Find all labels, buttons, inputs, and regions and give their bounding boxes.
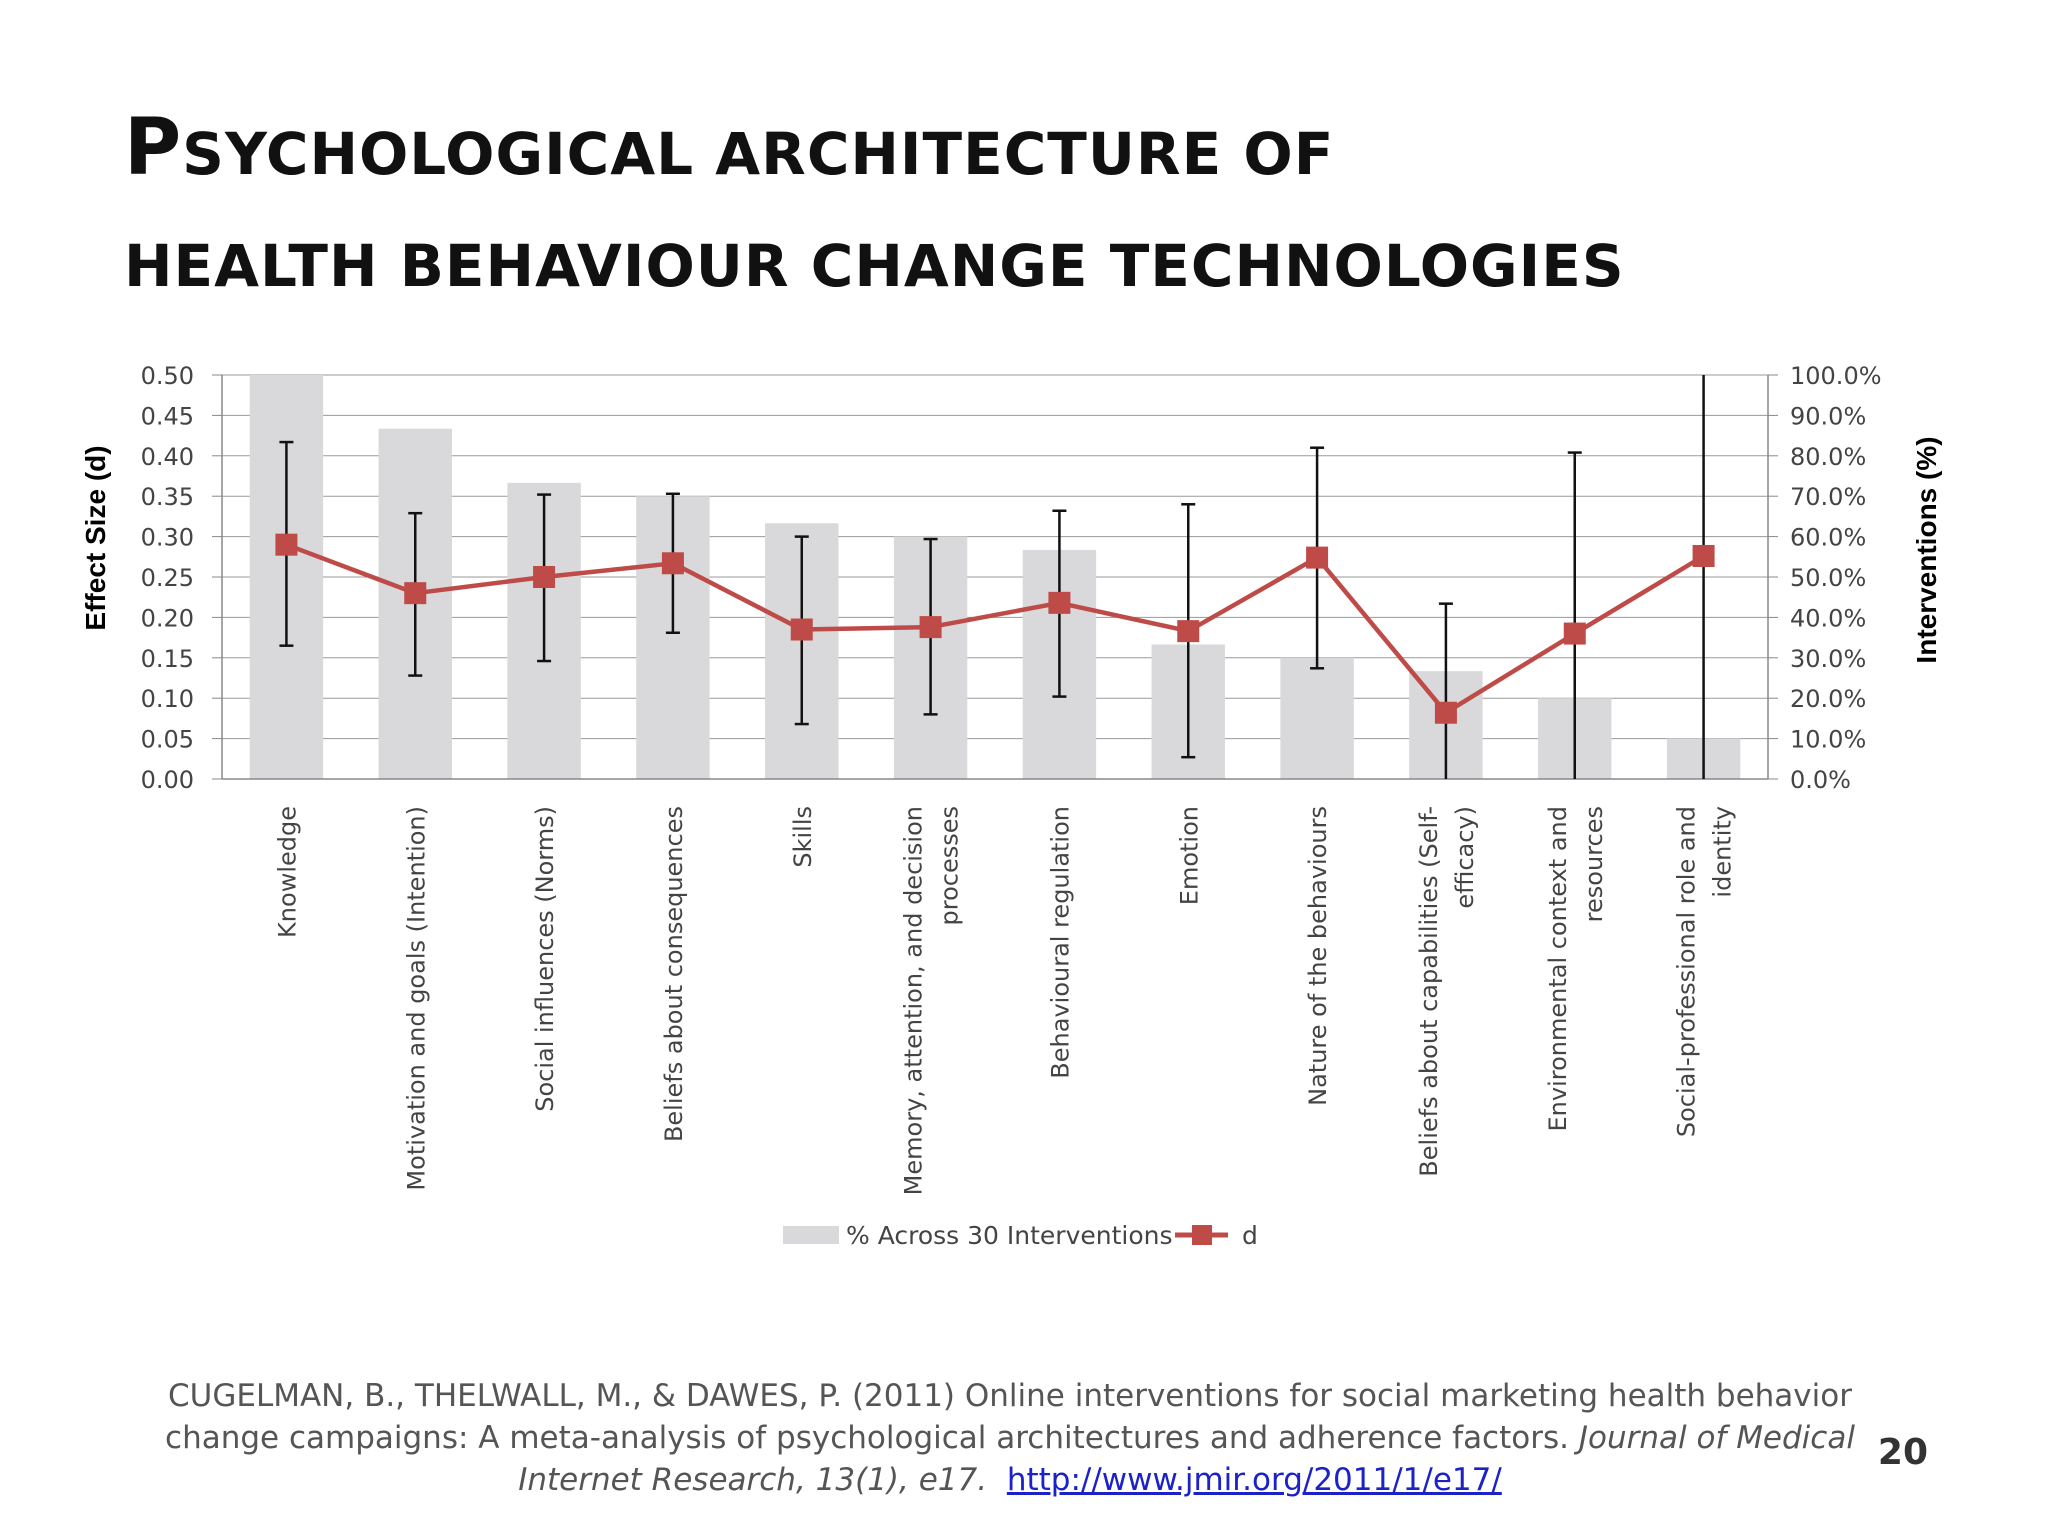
line-point xyxy=(404,582,427,605)
line-point xyxy=(661,552,684,575)
y-tick-label: 0.40 xyxy=(141,443,194,471)
line-d xyxy=(285,542,1705,715)
y2-tick-label: 50.0% xyxy=(1790,564,1866,592)
citation: CUGELMAN, B., THELWALL, M., & DAWES, P. … xyxy=(150,1375,1870,1501)
y-tick-label: 0.35 xyxy=(141,483,194,511)
bar xyxy=(1280,657,1354,779)
y2-tick-label: 30.0% xyxy=(1790,645,1866,673)
y-tick-label: 0.05 xyxy=(141,726,194,754)
chart-tick-labels: 0.00 0.05 0.10 0.15 0.20 0.25 0.30 0.35 0.40 0.45… xyxy=(141,362,1882,794)
y2-tick-label: 60.0% xyxy=(1790,524,1866,552)
y2-tick-label: 20.0% xyxy=(1790,685,1866,713)
y-tick-label: 0.00 xyxy=(141,766,194,794)
y-tick-label: 0.15 xyxy=(141,645,194,673)
chart-legend: % Across 30 Interventions d xyxy=(783,1221,1258,1250)
line-point xyxy=(1434,701,1457,724)
citation-journal: Journal of Medical Internet Research, 13… xyxy=(518,1420,1855,1498)
line-point xyxy=(1177,620,1200,643)
legend-line-marker xyxy=(1192,1225,1212,1245)
chart-bars xyxy=(249,375,1741,779)
x-tick-label: Beliefs about consequences xyxy=(660,806,688,1142)
x-tick-label: resources xyxy=(1580,806,1608,922)
chart-gridlines xyxy=(222,374,1768,740)
x-tick-label: Motivation and goals (Intention) xyxy=(402,806,430,1191)
y-tick-label: 0.10 xyxy=(141,685,194,713)
y2-axis-label: Interventions (%) xyxy=(1911,436,1942,663)
y2-tick-label: 70.0% xyxy=(1790,483,1866,511)
line-point xyxy=(790,618,813,641)
page-number: 20 xyxy=(1877,1432,1928,1473)
y2-tick-label: 80.0% xyxy=(1790,443,1866,471)
title-line-2: HEALTH BEHAVIOUR CHANGE TECHNOLOGIES xyxy=(124,232,1625,300)
line-point xyxy=(533,566,556,588)
chart: 0.00 0.05 0.10 0.15 0.20 0.25 0.30 0.35 0.40 0.45… xyxy=(80,362,1942,1250)
y-tick-label: 0.20 xyxy=(141,604,194,632)
x-tick-label: efficacy) xyxy=(1451,806,1479,909)
x-tick-label: Knowledge xyxy=(273,806,301,938)
x-tick-label: Beliefs about capabilities (Self- xyxy=(1415,806,1443,1177)
x-tick-label: Nature of the behaviours xyxy=(1304,806,1332,1106)
x-tick-label: identity xyxy=(1709,806,1737,898)
y-axis-label: Effect Size (d) xyxy=(80,445,111,630)
slide-title: PSYCHOLOGICAL ARCHITECTURE OF HEALTH BEH… xyxy=(124,92,1625,322)
line-point xyxy=(1306,546,1329,569)
legend-bar-swatch xyxy=(783,1226,839,1244)
line-point xyxy=(1048,591,1071,614)
line-point xyxy=(1563,622,1586,645)
y2-tick-label: 10.0% xyxy=(1790,726,1866,754)
chart-axes xyxy=(212,374,1778,780)
y-tick-label: 0.45 xyxy=(141,402,194,430)
title-line-1: PSYCHOLOGICAL ARCHITECTURE OF xyxy=(124,103,1335,193)
x-tick-label: processes xyxy=(936,806,964,926)
x-tick-label: Environmental context and xyxy=(1544,806,1572,1132)
x-tick-label: Social-professional role and xyxy=(1673,806,1701,1137)
chart-line-series xyxy=(275,533,1715,724)
x-tick-label: Behavioural regulation xyxy=(1046,806,1074,1079)
citation-link[interactable]: http://www.jmir.org/2011/1/e17/ xyxy=(1006,1462,1502,1498)
chart-category-labels: Knowledge Motivation and goals (Intention… xyxy=(273,806,1736,1195)
x-tick-label: Memory, attention, and decision xyxy=(900,806,928,1195)
line-point xyxy=(1692,544,1715,567)
line-point xyxy=(275,533,298,556)
x-tick-label: Skills xyxy=(789,806,817,868)
y-tick-label: 0.50 xyxy=(141,362,194,390)
y-tick-label: 0.30 xyxy=(141,524,194,552)
y2-tick-label: 40.0% xyxy=(1790,604,1866,632)
x-tick-label: Emotion xyxy=(1175,806,1203,905)
legend-bar-label: % Across 30 Interventions xyxy=(846,1221,1173,1250)
y2-tick-label: 100.0% xyxy=(1790,362,1882,390)
y2-tick-label: 0.0% xyxy=(1790,766,1851,794)
legend-line-label: d xyxy=(1242,1221,1258,1250)
y2-tick-label: 90.0% xyxy=(1790,402,1866,430)
x-tick-label: Social influences (Norms) xyxy=(531,806,559,1112)
y-tick-label: 0.25 xyxy=(141,564,194,592)
citation-authors: CUGELMAN, B., THELWALL, M., & DAWES, P. … xyxy=(165,1378,1852,1456)
line-point xyxy=(919,616,942,639)
